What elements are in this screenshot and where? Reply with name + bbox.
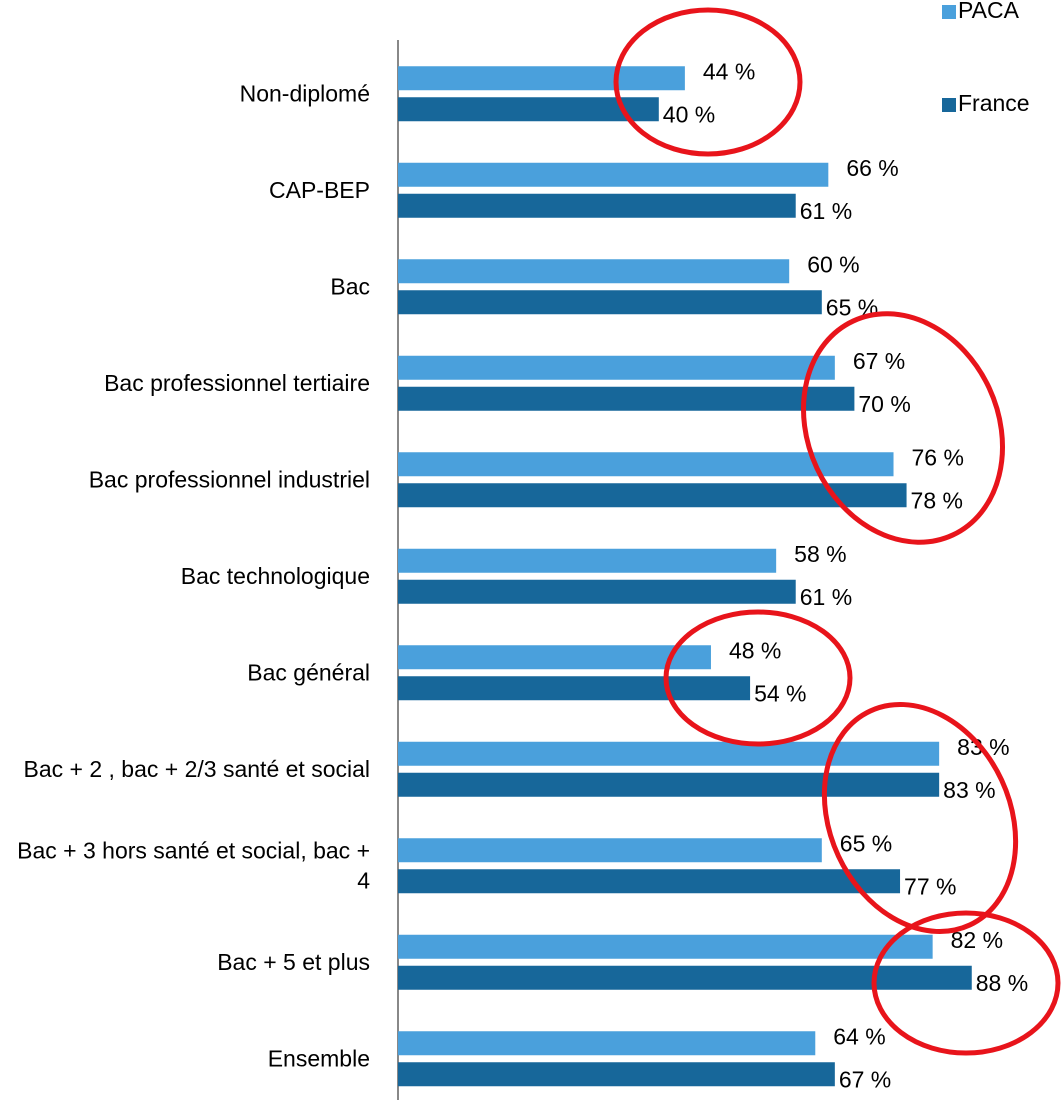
bar [398,290,822,315]
y-tick-label: Bac + 5 et plus [217,949,370,975]
value-label: 58 % [794,541,846,567]
annotations [613,7,1061,1056]
value-label: 44 % [703,58,755,84]
legend-swatch [942,98,956,112]
value-label: 61 % [800,198,852,224]
bar [398,869,901,894]
bar [398,355,835,380]
y-tick-label: CAP-BEP [269,177,370,203]
y-tick-label: Non-diplomé [240,80,370,106]
highlight-circle [821,701,1019,935]
bar [398,965,972,990]
y-tick-label: Bac + 3 hors santé et social, bac +4 [17,837,370,893]
value-label: 78 % [911,487,963,513]
value-label: 67 % [853,348,905,374]
value-label: 64 % [833,1023,885,1049]
highlight-circle [663,609,853,747]
bar [398,259,790,284]
bar [398,741,940,766]
bar [398,1031,816,1056]
bar [398,483,907,508]
value-label: 76 % [912,444,964,470]
value-label: 67 % [839,1066,891,1092]
bar [398,386,855,411]
bar [398,934,933,959]
bar [398,772,940,797]
bar [398,548,777,573]
bar [398,838,822,863]
bar [398,193,796,218]
bar [398,579,796,604]
value-label: 40 % [663,101,715,127]
y-tick-label: Ensemble [268,1045,370,1071]
value-label: 88 % [976,970,1028,996]
bar [398,66,685,91]
value-label: 61 % [800,584,852,610]
legend-swatch [942,5,956,19]
value-label: 54 % [754,680,806,706]
legend: PACA France [942,0,1030,116]
legend-label: France [958,90,1030,116]
value-label: 48 % [729,637,781,663]
highlight-circle [871,910,1061,1056]
y-tick-label: Bac + 2 , bac + 2/3 santé et social [24,756,371,782]
y-tick-label: Bac [330,273,370,299]
value-label: 83 % [943,777,995,803]
bar [398,676,751,701]
legend-label: PACA [958,0,1020,23]
y-tick-label: Bac technologique [181,563,370,589]
bar [398,1062,835,1087]
bar [398,645,711,670]
value-label: 65 % [840,830,892,856]
value-label: 60 % [807,251,859,277]
highlight-circle [613,7,803,157]
y-tick-label: Bac général [247,659,370,685]
value-label: 77 % [904,873,956,899]
highlight-circle [801,311,1005,545]
value-label: 70 % [858,391,910,417]
bar [398,162,829,187]
y-tick-label: Bac professionnel industriel [89,466,370,492]
bar [398,97,659,122]
y-tick-label: Bac professionnel tertiaire [104,370,370,396]
value-label: 66 % [846,155,898,181]
plot-area: Non-diplomé 44 % 40 % CAP-BEP 66 % 61 % Bac 60 … [17,40,1028,1100]
